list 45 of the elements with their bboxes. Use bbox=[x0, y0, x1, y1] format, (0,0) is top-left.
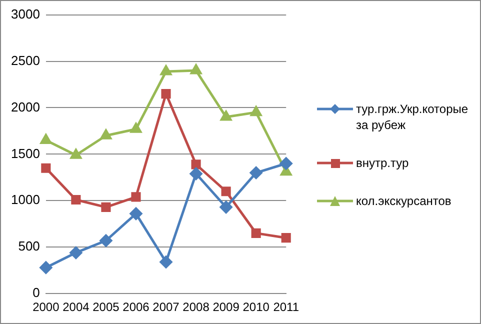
point bbox=[191, 160, 201, 170]
x-tick-label: 2010 bbox=[242, 300, 270, 314]
point bbox=[101, 202, 111, 212]
y-tick-label: 2000 bbox=[11, 99, 40, 114]
point bbox=[40, 261, 52, 274]
point bbox=[100, 234, 112, 247]
y-tick-label: 500 bbox=[18, 238, 40, 254]
point bbox=[160, 65, 172, 76]
point bbox=[40, 134, 52, 144]
point bbox=[71, 194, 81, 205]
point bbox=[70, 148, 82, 159]
y-tick-label: 3000 bbox=[11, 6, 40, 22]
x-tick-label: 2008 bbox=[182, 300, 210, 314]
point bbox=[250, 166, 262, 180]
y-tick-label: 1000 bbox=[11, 192, 40, 208]
point bbox=[161, 89, 171, 99]
x-tick-label: 2000 bbox=[32, 300, 60, 314]
y-tick-label: 2500 bbox=[11, 52, 40, 68]
legend-label: внутр.тур bbox=[356, 155, 409, 171]
point bbox=[100, 129, 112, 140]
point bbox=[130, 207, 142, 220]
point bbox=[220, 200, 232, 214]
point bbox=[190, 64, 202, 74]
x-tick-label: 2011 bbox=[273, 300, 300, 314]
x-tick-label: 2006 bbox=[122, 300, 150, 314]
x-tick-label: 2005 bbox=[92, 300, 120, 314]
point bbox=[281, 233, 291, 243]
point bbox=[221, 186, 231, 196]
point bbox=[131, 192, 141, 202]
legend-label: тур.грж.Укр.которые за рубеж bbox=[356, 101, 470, 133]
x-tick-label: 2009 bbox=[212, 300, 240, 314]
point bbox=[190, 167, 202, 180]
point bbox=[220, 110, 232, 121]
point bbox=[250, 106, 262, 116]
point bbox=[130, 122, 142, 133]
y-tick-label: 1500 bbox=[11, 146, 40, 161]
legend-label: кол.экскурсантов bbox=[356, 193, 452, 209]
point bbox=[251, 228, 261, 238]
x-tick-label: 2004 bbox=[62, 300, 90, 314]
point bbox=[280, 157, 292, 170]
point bbox=[160, 256, 172, 268]
point bbox=[70, 246, 82, 259]
point bbox=[41, 163, 51, 173]
y-tick-label: 0 bbox=[32, 285, 40, 300]
x-tick-label: 2007 bbox=[152, 300, 180, 314]
